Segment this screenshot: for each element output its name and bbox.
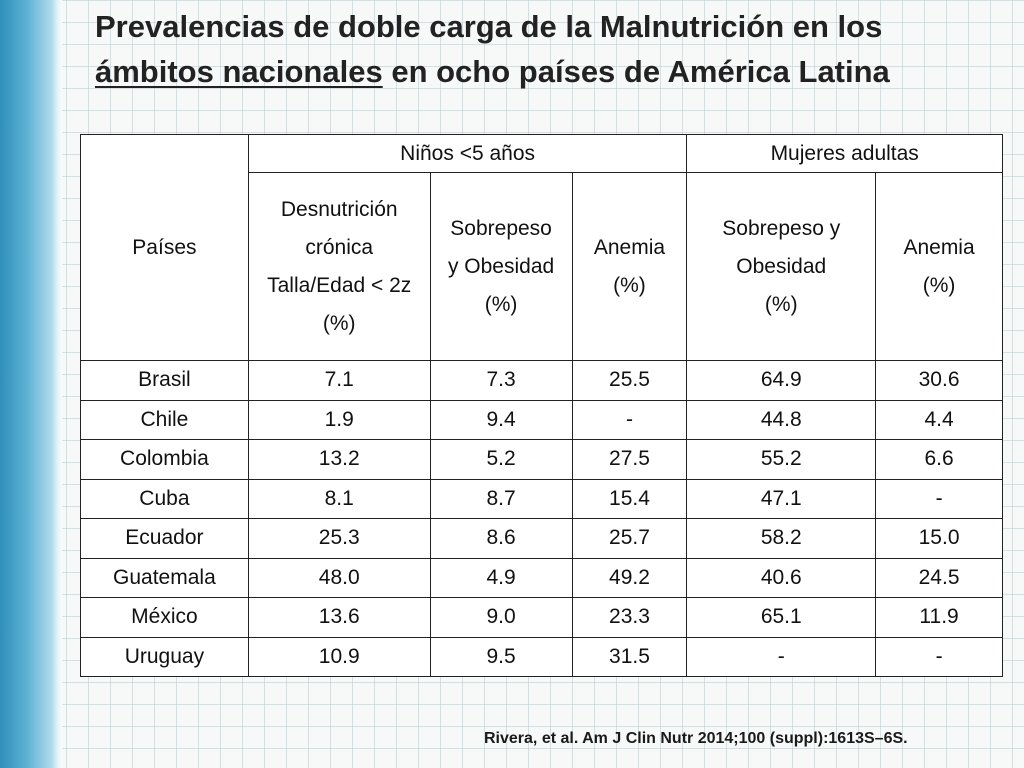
country-cell: Uruguay: [80, 636, 249, 677]
header-line: Anemia: [903, 235, 975, 259]
value-cell: 5.2: [429, 439, 573, 480]
value-cell: 65.1: [686, 597, 877, 638]
value-cell: 13.6: [247, 597, 431, 638]
value-cell: 9.4: [429, 399, 573, 440]
value-cell: 47.1: [686, 478, 877, 519]
value-cell: 49.2: [571, 557, 688, 598]
value-cell: 64.9: [686, 360, 877, 401]
value-cell: -: [875, 478, 1003, 519]
value-cell: 40.6: [686, 557, 877, 598]
value-cell: -: [571, 399, 688, 440]
table-row: Chile 1.9 9.4 - 44.8 4.4: [80, 399, 1003, 440]
value-cell: 23.3: [571, 597, 688, 638]
header-children-anemia: Anemia (%): [571, 172, 688, 361]
value-cell: 7.1: [247, 360, 431, 401]
value-cell: 15.4: [571, 478, 688, 519]
title-underlined-phrase: ámbitos nacionales: [95, 54, 383, 89]
malnutrition-table: Países Niños <5 años Mujeres adultas Des…: [80, 134, 1003, 677]
table-row: Brasil 7.1 7.3 25.5 64.9 30.6: [80, 360, 1003, 401]
value-cell: 9.5: [429, 636, 573, 677]
header-women-overweight: Sobrepeso y Obesidad (%): [686, 172, 877, 361]
header-countries: Países: [80, 134, 249, 361]
header-women-anemia: Anemia (%): [875, 172, 1003, 361]
value-cell: 24.5: [875, 557, 1003, 598]
value-cell: 4.9: [429, 557, 573, 598]
value-cell: 9.0: [429, 597, 573, 638]
value-cell: 8.1: [247, 478, 431, 519]
table-row: Uruguay 10.9 9.5 31.5 - -: [80, 636, 1003, 677]
header-line: Sobrepeso: [450, 216, 552, 240]
value-cell: 11.9: [875, 597, 1003, 638]
value-cell: 1.9: [247, 399, 431, 440]
title-line-2-rest: en ocho países de América Latina: [382, 54, 890, 89]
header-line: crónica: [305, 235, 374, 259]
value-cell: 10.9: [247, 636, 431, 677]
header-line: Desnutrición: [280, 197, 398, 221]
value-cell: 55.2: [686, 439, 877, 480]
table-header-row-groups: Países Niños <5 años Mujeres adultas: [80, 134, 1003, 361]
country-cell: Colombia: [80, 439, 249, 480]
decorative-side-band: [0, 0, 62, 768]
country-cell: Guatemala: [80, 557, 249, 598]
table-header-row-columns: Desnutrición crónica Talla/Edad < 2z (%)…: [81, 172, 1003, 361]
country-cell: Brasil: [80, 360, 249, 401]
slide-title: Prevalencias de doble carga de la Malnut…: [95, 4, 995, 94]
country-cell: Ecuador: [80, 518, 249, 559]
table-row: Cuba 8.1 8.7 15.4 47.1 -: [80, 478, 1003, 519]
title-line-1: Prevalencias de doble carga de la Malnut…: [95, 9, 883, 44]
value-cell: 25.3: [247, 518, 431, 559]
header-line: y Obesidad: [447, 254, 555, 278]
table-row: Ecuador 25.3 8.6 25.7 58.2 15.0: [80, 518, 1003, 559]
value-cell: 25.7: [571, 518, 688, 559]
value-cell: 13.2: [247, 439, 431, 480]
country-cell: Chile: [80, 399, 249, 440]
header-line: Anemia: [593, 235, 666, 259]
value-cell: 25.5: [571, 360, 688, 401]
value-cell: 27.5: [571, 439, 688, 480]
table-row: Guatemala 48.0 4.9 49.2 40.6 24.5: [80, 557, 1003, 598]
value-cell: 7.3: [429, 360, 573, 401]
value-cell: -: [875, 636, 1003, 677]
header-line: Sobrepeso y: [722, 216, 841, 240]
value-cell: 6.6: [875, 439, 1003, 480]
citation: Rivera, et al. Am J Clin Nutr 2014;100 (…: [484, 730, 908, 747]
header-line: Talla/Edad < 2z: [267, 273, 412, 297]
title-line-2: ámbitos nacionales en ocho países de Amé…: [95, 49, 995, 94]
header-line: (%): [922, 273, 956, 297]
header-line: (%): [484, 292, 518, 316]
value-cell: 8.7: [429, 478, 573, 519]
value-cell: 8.6: [429, 518, 573, 559]
header-children-overweight: Sobrepeso y Obesidad (%): [429, 172, 573, 361]
value-cell: 15.0: [875, 518, 1003, 559]
value-cell: -: [686, 636, 877, 677]
value-cell: 30.6: [875, 360, 1003, 401]
value-cell: 31.5: [571, 636, 688, 677]
header-children-stunting: Desnutrición crónica Talla/Edad < 2z (%): [247, 172, 431, 361]
header-group-children: Niños <5 años: [247, 134, 688, 173]
header-group-women: Mujeres adultas: [686, 134, 1003, 173]
header-line: (%): [322, 311, 356, 335]
country-cell: Cuba: [80, 478, 249, 519]
value-cell: 58.2: [686, 518, 877, 559]
table-row: Colombia 13.2 5.2 27.5 55.2 6.6: [80, 439, 1003, 480]
header-line: Obesidad: [736, 254, 827, 278]
header-line: (%): [613, 273, 646, 297]
value-cell: 4.4: [875, 399, 1003, 440]
header-line: (%): [764, 292, 798, 316]
table-row: México 13.6 9.0 23.3 65.1 11.9: [80, 597, 1003, 638]
country-cell: México: [80, 597, 249, 638]
value-cell: 48.0: [247, 557, 431, 598]
value-cell: 44.8: [686, 399, 877, 440]
